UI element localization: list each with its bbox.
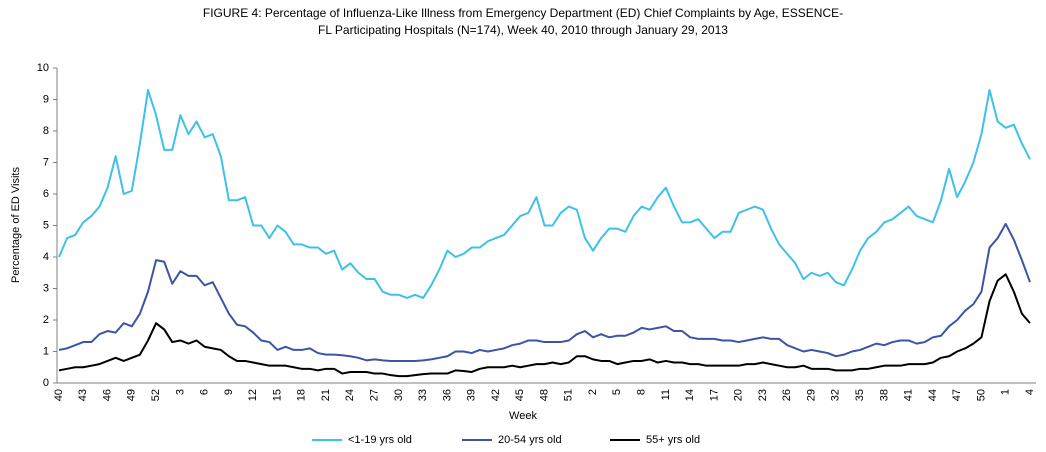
- x-tick-label: 21: [320, 389, 332, 401]
- x-tick-label: 40: [53, 389, 65, 401]
- x-tick-label: 23: [757, 389, 769, 401]
- x-tick-label: 41: [903, 389, 915, 401]
- chart-title: FIGURE 4: Percentage of Influenza-Like I…: [203, 6, 843, 20]
- x-tick-label: 8: [636, 389, 648, 395]
- series-line: [58, 222, 1031, 362]
- x-tick-label: 49: [126, 389, 138, 401]
- legend-label: <1-19 yrs old: [348, 434, 412, 446]
- x-tick-label: 48: [538, 389, 550, 401]
- x-tick-label: 42: [490, 389, 502, 401]
- x-tick-label: 52: [150, 389, 162, 401]
- y-tick-label: 7: [43, 156, 49, 168]
- x-tick-label: 17: [708, 389, 720, 401]
- legend-label: 20-54 yrs old: [498, 434, 562, 446]
- x-tick-label: 6: [199, 389, 211, 395]
- x-tick-label: 4: [1024, 389, 1036, 395]
- x-tick-label: 30: [393, 389, 405, 401]
- x-tick-label: 3: [174, 389, 186, 395]
- x-tick-label: 1: [1000, 389, 1012, 395]
- x-tick-label: 12: [247, 389, 259, 401]
- y-axis-title: Percentage of ED Visits: [10, 167, 22, 283]
- y-tick-label: 8: [43, 125, 49, 137]
- x-tick-label: 47: [951, 389, 963, 401]
- x-tick-label: 35: [854, 389, 866, 401]
- legend-label: 55+ yrs old: [646, 434, 700, 446]
- x-tick-label: 43: [77, 389, 89, 401]
- x-tick-label: 27: [368, 389, 380, 401]
- x-tick-label: 26: [781, 389, 793, 401]
- x-tick-label: 2: [587, 389, 599, 395]
- y-tick-label: 5: [43, 219, 49, 231]
- y-tick-label: 9: [43, 93, 49, 105]
- x-tick-label: 5: [611, 389, 623, 395]
- y-tick-label: 0: [43, 377, 49, 389]
- y-tick-label: 3: [43, 282, 49, 294]
- x-tick-label: 50: [975, 389, 987, 401]
- chart-title: FL Participating Hospitals (N=174), Week…: [318, 23, 728, 37]
- x-tick-label: 20: [733, 389, 745, 401]
- x-tick-label: 51: [563, 389, 575, 401]
- x-tick-label: 33: [417, 389, 429, 401]
- x-tick-label: 46: [101, 389, 113, 401]
- x-tick-label: 32: [830, 389, 842, 401]
- series-line: [58, 273, 1031, 378]
- x-tick-label: 9: [223, 389, 235, 395]
- series-line: [58, 89, 1031, 299]
- x-tick-label: 14: [684, 389, 696, 401]
- x-tick-label: 29: [805, 389, 817, 401]
- x-tick-label: 11: [660, 389, 672, 400]
- x-tick-label: 24: [344, 389, 356, 401]
- y-tick-label: 6: [43, 188, 49, 200]
- y-tick-label: 1: [43, 345, 49, 357]
- y-tick-label: 2: [43, 314, 49, 326]
- x-tick-label: 38: [878, 389, 890, 401]
- x-tick-label: 39: [466, 389, 478, 401]
- x-tick-label: 44: [927, 389, 939, 401]
- y-tick-label: 4: [43, 251, 49, 263]
- x-tick-label: 45: [514, 389, 526, 401]
- x-tick-label: 15: [271, 389, 283, 401]
- x-axis-title: Week: [509, 410, 537, 422]
- x-tick-label: 18: [296, 389, 308, 401]
- y-tick-label: 10: [37, 62, 49, 74]
- x-tick-label: 36: [441, 389, 453, 401]
